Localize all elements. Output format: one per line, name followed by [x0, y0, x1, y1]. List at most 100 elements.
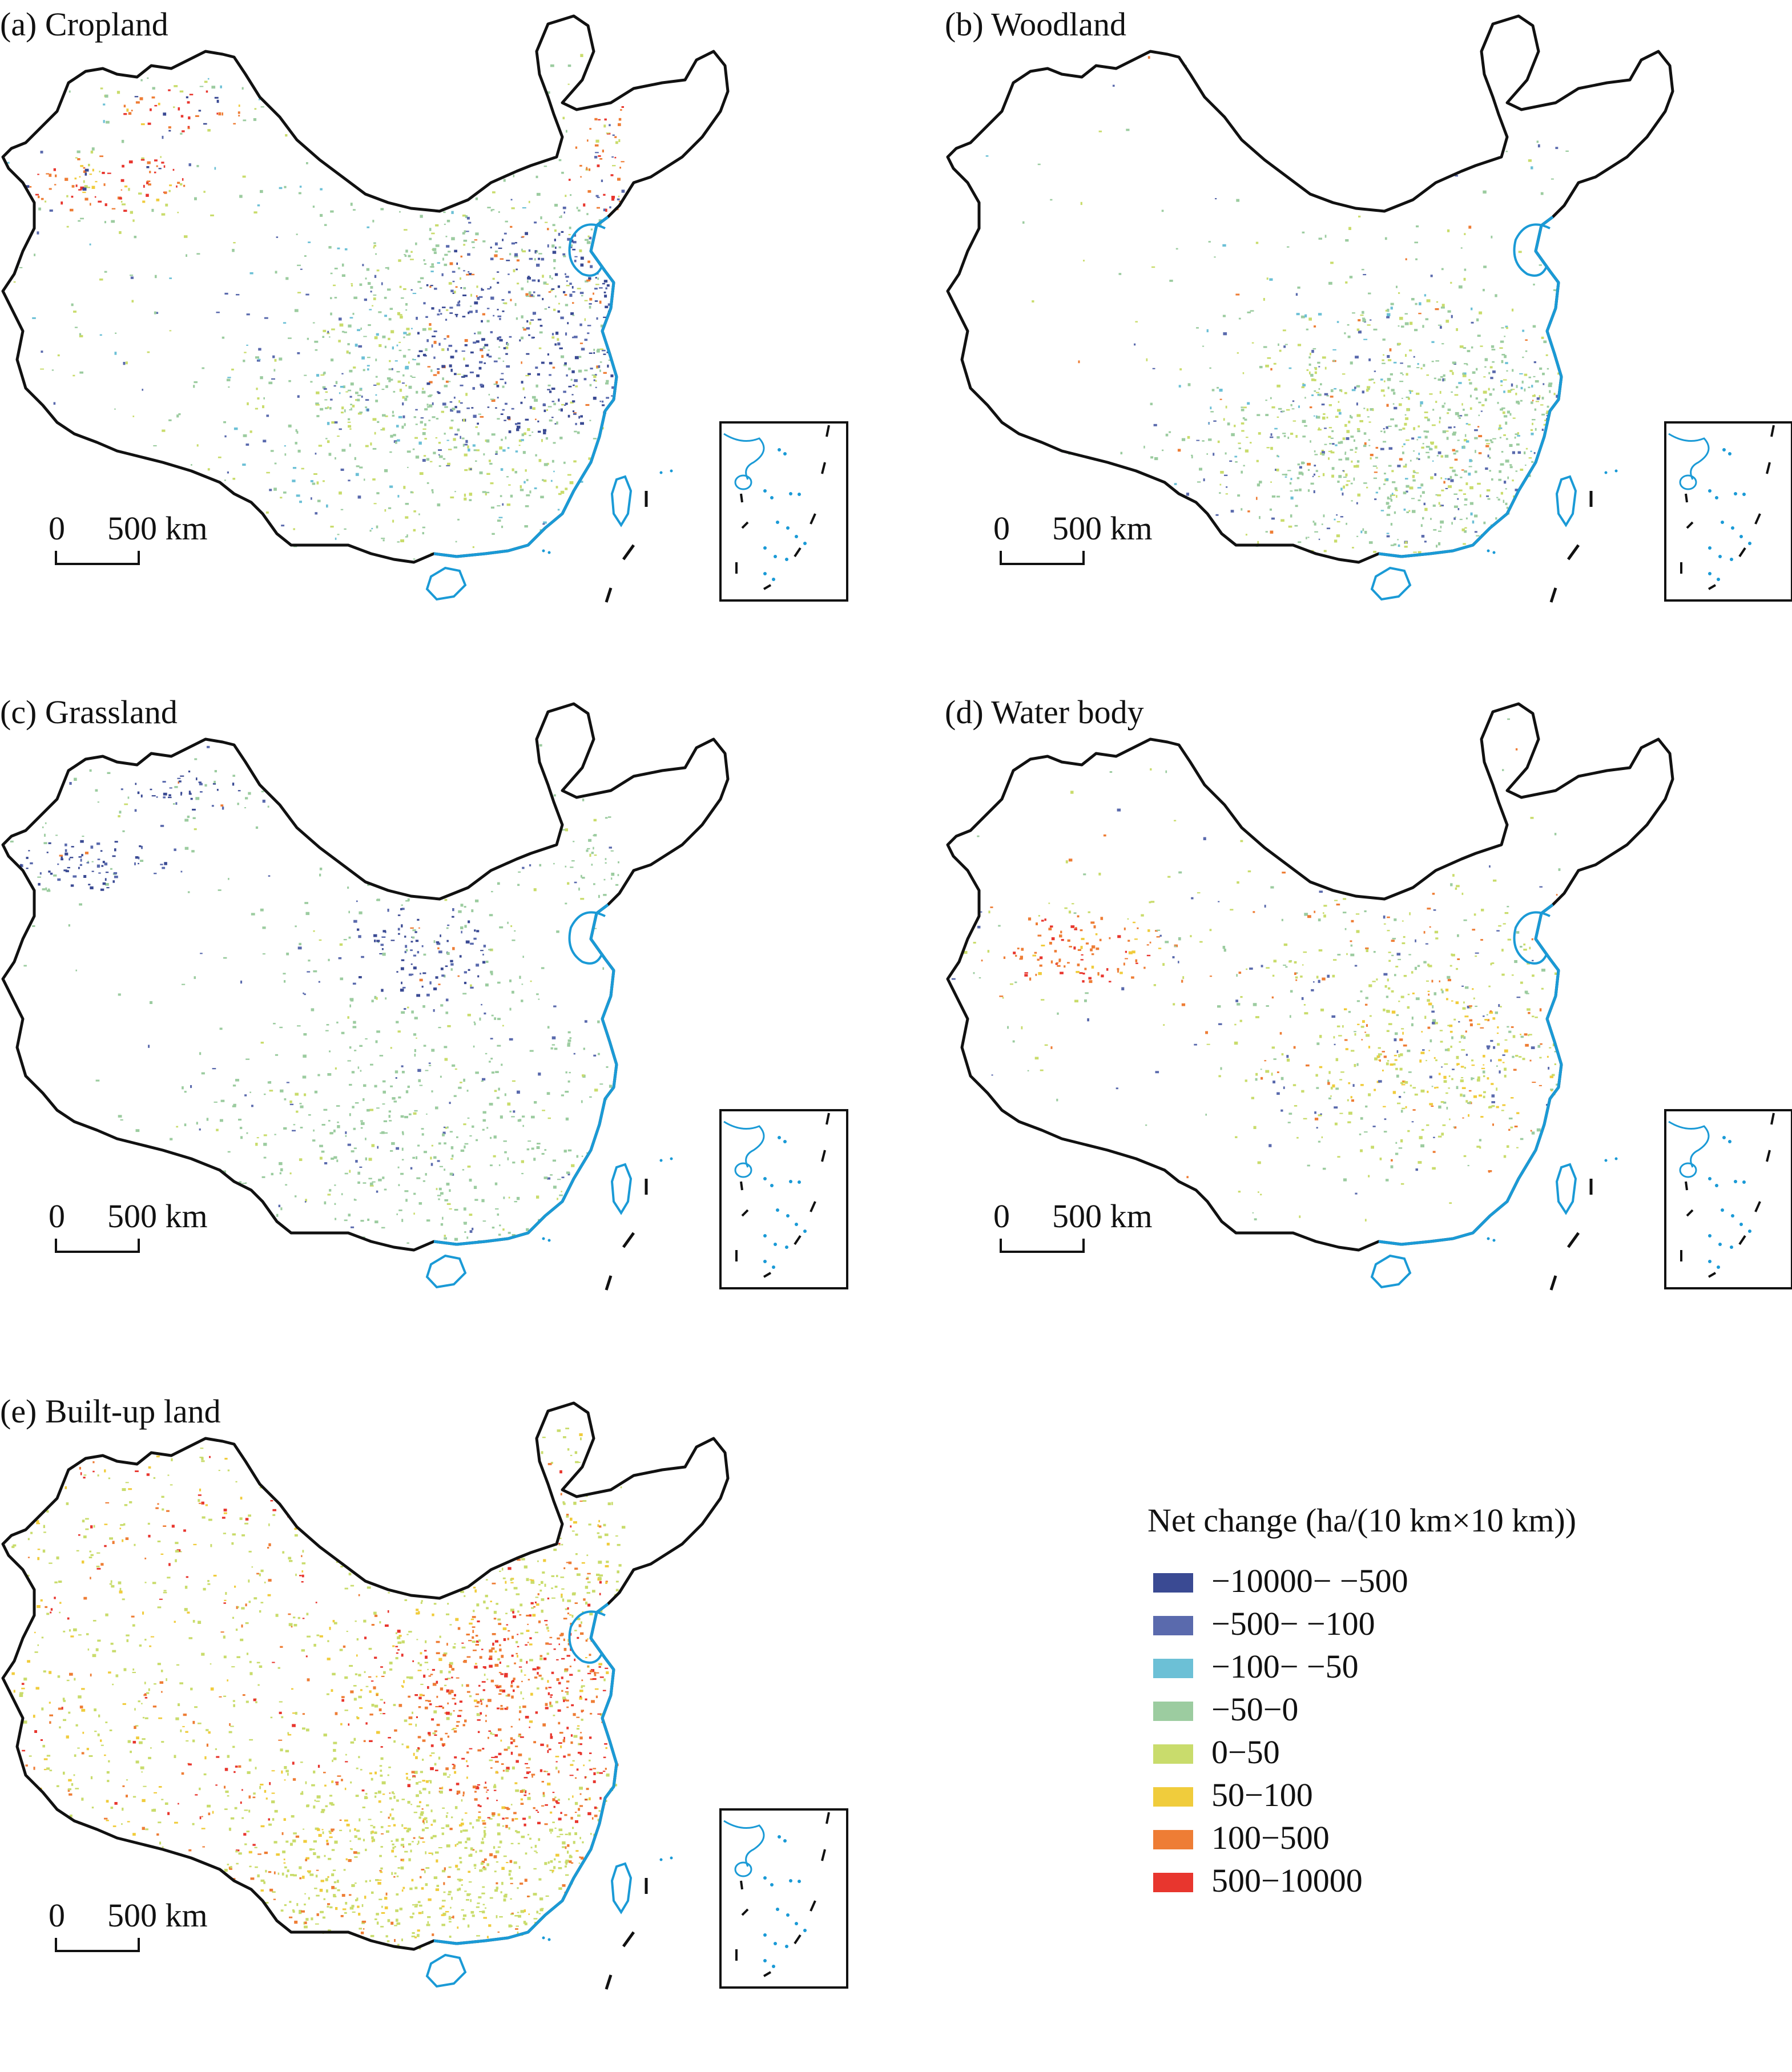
change-cell [59, 855, 63, 857]
change-cell [1131, 977, 1134, 979]
change-cell [1231, 510, 1234, 513]
change-cell [1432, 425, 1436, 426]
change-cell [543, 429, 546, 432]
change-cell [1363, 529, 1364, 531]
country-boundary [948, 16, 1673, 562]
change-cell [1403, 936, 1406, 938]
change-cell [410, 491, 413, 494]
change-cell [563, 117, 565, 119]
change-cell [1010, 983, 1013, 985]
change-cell [620, 109, 622, 111]
change-cell [548, 307, 550, 308]
change-cell [350, 317, 353, 319]
change-cell [123, 113, 127, 115]
change-cell [345, 1131, 347, 1134]
change-cell [1390, 348, 1392, 351]
change-cell [461, 904, 464, 906]
change-cell [1315, 454, 1318, 455]
change-cell [170, 1138, 172, 1140]
change-cell [296, 1903, 298, 1906]
change-cell [554, 795, 556, 797]
change-cell [416, 1609, 418, 1611]
change-cell [1418, 965, 1420, 968]
change-cell [505, 1093, 506, 1096]
inset-island-dot [763, 1260, 767, 1263]
change-cell [327, 1876, 329, 1878]
change-cell [444, 338, 446, 340]
change-cell [1357, 1000, 1360, 1002]
change-cell [597, 349, 600, 352]
change-cell [355, 1102, 359, 1104]
change-cell [255, 1847, 257, 1848]
change-cell [1422, 1049, 1425, 1051]
change-cell [377, 898, 380, 901]
scale-distance: 500 km [1052, 510, 1153, 547]
change-cell [403, 337, 405, 338]
change-cell [608, 1502, 611, 1505]
change-cell [1307, 463, 1311, 466]
change-cell [230, 1866, 232, 1868]
change-cell [1090, 921, 1094, 924]
change-cell [556, 421, 558, 424]
change-cell [1154, 424, 1157, 426]
change-cell [40, 872, 42, 874]
change-cell [556, 1761, 558, 1762]
change-cell [1483, 391, 1487, 394]
change-cell [330, 313, 332, 316]
change-cell [14, 281, 16, 283]
change-cell [1358, 319, 1360, 321]
change-cell [1496, 930, 1500, 932]
change-cell [517, 422, 521, 424]
change-cell [541, 1598, 545, 1601]
change-cell [263, 1143, 267, 1146]
change-cell [329, 336, 331, 337]
change-cell [86, 1633, 89, 1635]
change-cell [1388, 465, 1392, 467]
change-cell [1479, 1095, 1482, 1097]
change-cell [1339, 1113, 1343, 1114]
change-cell [88, 1648, 90, 1651]
change-cell [1512, 309, 1513, 312]
change-cell [1474, 389, 1477, 391]
change-cell [1408, 994, 1410, 995]
change-cell [1464, 504, 1467, 505]
change-cell [1278, 455, 1279, 457]
change-cell [283, 973, 285, 974]
change-cell [313, 1840, 317, 1843]
change-cell [307, 1636, 311, 1638]
change-cell [1435, 931, 1438, 934]
change-cell [1272, 1046, 1275, 1049]
change-cell [529, 1659, 533, 1661]
change-cell [1346, 523, 1347, 525]
change-cell [541, 258, 545, 261]
change-cell [1355, 447, 1358, 450]
change-cell [337, 248, 340, 249]
change-cell [369, 309, 372, 310]
change-cell [334, 385, 336, 387]
change-cell [519, 1710, 521, 1713]
change-cell [1505, 422, 1507, 425]
change-cell [437, 1724, 440, 1726]
change-cell [446, 309, 448, 311]
change-cell [242, 87, 244, 90]
change-cell [556, 930, 559, 933]
change-cell [567, 882, 569, 885]
change-cell [533, 407, 535, 410]
change-cell [510, 1898, 512, 1900]
change-cell [1532, 400, 1534, 401]
change-cell [553, 471, 555, 473]
change-cell [420, 979, 423, 982]
change-cell [311, 480, 313, 482]
change-cell [262, 405, 264, 408]
change-cell [530, 981, 532, 982]
change-cell [440, 1004, 443, 1006]
scale-line [56, 551, 139, 564]
change-cell [286, 1875, 288, 1877]
change-cell [1460, 1094, 1463, 1097]
change-cell [50, 873, 53, 875]
change-cell [1320, 1114, 1322, 1115]
change-cell [315, 1091, 317, 1094]
change-cell [42, 1745, 45, 1748]
change-cell [1241, 406, 1243, 408]
